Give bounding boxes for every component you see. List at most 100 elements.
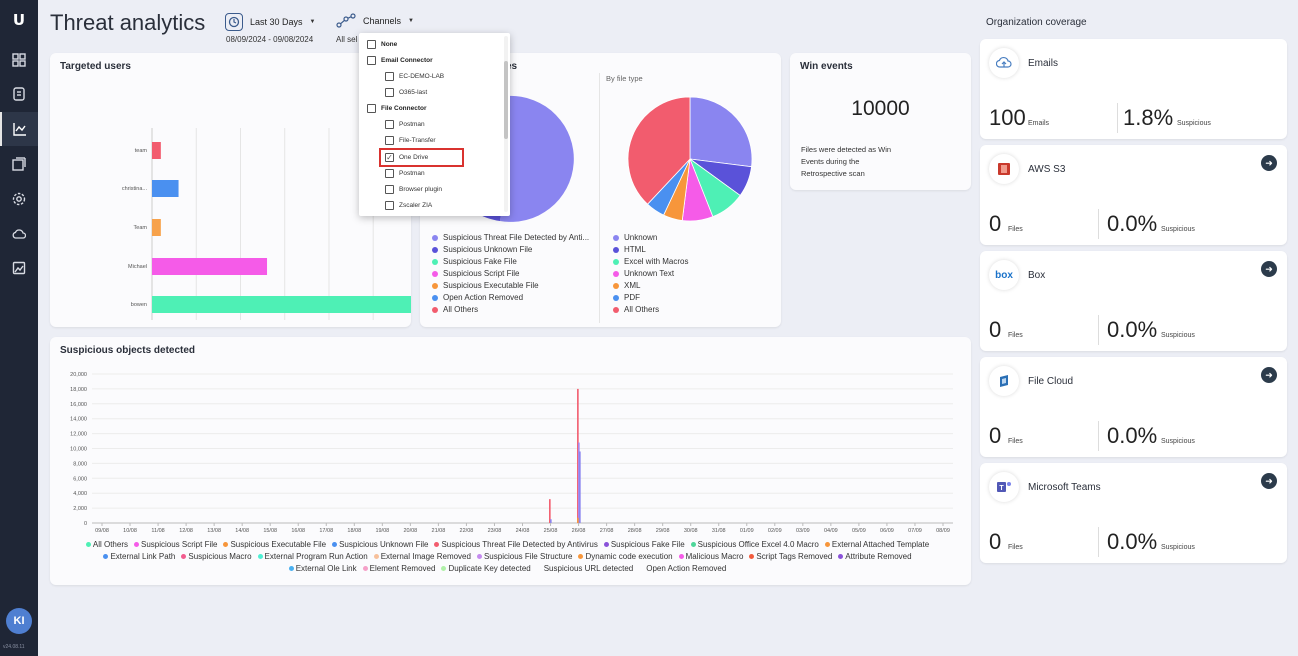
coverage-card[interactable]: T Microsoft Teams ➜ 0 Files 0.0% Suspicious [980, 463, 1287, 563]
app-logo[interactable]: U [12, 11, 26, 29]
checkbox-icon[interactable] [385, 120, 394, 129]
avatar[interactable]: KI [6, 608, 32, 634]
arrow-right-icon[interactable]: ➜ [1261, 473, 1277, 489]
channel-option[interactable]: File Connector [367, 104, 427, 113]
bar[interactable] [152, 142, 161, 159]
checkbox-icon[interactable] [367, 104, 376, 113]
legend-dot [613, 270, 619, 277]
cloud-icon[interactable] [0, 217, 38, 251]
legend-item[interactable]: Suspicious Threat File Detected by Antiv… [434, 540, 598, 549]
legend-label: External Attached Template [831, 540, 930, 549]
checkbox-checked-icon[interactable]: ✓ [385, 153, 394, 162]
spike-bar[interactable] [578, 442, 580, 523]
legend-item[interactable]: External Program Run Action [257, 552, 368, 561]
legend-item[interactable]: XML [613, 281, 640, 290]
legend-item[interactable]: External Link Path [103, 552, 175, 561]
x-tick-label: 16/08 [291, 528, 305, 534]
channel-option[interactable]: Email Connector [367, 56, 433, 65]
legend-item[interactable]: All Others [85, 540, 128, 549]
legend-item[interactable]: Open Action Removed [432, 293, 523, 302]
legend-item[interactable]: Suspicious Fake File [432, 257, 517, 266]
legend-item[interactable]: Duplicate Key detected [441, 564, 531, 573]
legend-item[interactable]: External Image Removed [373, 552, 471, 561]
spike-bar[interactable] [579, 451, 581, 523]
legend-item[interactable]: Dynamic code execution [578, 552, 673, 561]
channel-option[interactable]: None [367, 40, 397, 49]
legend-item[interactable]: Suspicious Script File [133, 540, 217, 549]
legend-item[interactable]: HTML [613, 245, 646, 254]
legend-item[interactable]: Suspicious Executable File [223, 540, 326, 549]
legend-item[interactable]: Unknown Text [613, 269, 674, 278]
channel-option[interactable]: Postman [385, 120, 425, 129]
coverage-card[interactable]: AWS S3 ➜ 0 Files 0.0% Suspicious [980, 145, 1287, 245]
legend-item[interactable]: Suspicious Macro [181, 552, 252, 561]
checkbox-icon[interactable] [385, 88, 394, 97]
settings-icon[interactable] [0, 182, 38, 216]
legend-label: Suspicious Fake File [443, 257, 517, 266]
channels-dropdown[interactable]: None Email Connector EC-DEMO-LAB O365-last F… [359, 33, 510, 216]
channels-filter[interactable]: Channels ▼ [336, 13, 414, 29]
legend-item[interactable]: Malicious Macro [678, 552, 743, 561]
coverage-card[interactable]: File Cloud ➜ 0 Files 0.0% Suspicious [980, 357, 1287, 457]
checkbox-icon[interactable] [367, 40, 376, 49]
legend-item[interactable]: Open Action Removed [639, 564, 726, 573]
legend-item[interactable]: External Ole Link [288, 564, 357, 573]
legend-dot [838, 554, 844, 560]
dashboard-icon[interactable] [0, 43, 38, 77]
channel-option[interactable]: File-Transfer [385, 136, 436, 145]
legend-item[interactable]: All Others [613, 305, 659, 314]
legend-item[interactable]: Suspicious Office Excel 4.0 Macro [690, 540, 819, 549]
bar[interactable] [152, 219, 161, 236]
spike-bar[interactable] [550, 519, 552, 523]
coverage-card[interactable]: Emails 100 Emails 1.8% Suspicious [980, 39, 1287, 139]
legend-item[interactable]: Suspicious File Structure [476, 552, 572, 561]
image-icon[interactable] [0, 251, 38, 285]
scrollbar-thumb[interactable] [504, 61, 508, 139]
legend-item[interactable]: Script Tags Removed [749, 552, 832, 561]
legend-item[interactable]: External Attached Template [824, 540, 930, 549]
document-icon[interactable] [0, 77, 38, 111]
legend-item[interactable]: Suspicious URL detected [537, 564, 634, 573]
legend-item[interactable]: Attribute Removed [838, 552, 912, 561]
arrow-right-icon[interactable]: ➜ [1261, 261, 1277, 277]
bar[interactable] [152, 180, 179, 197]
legend-item[interactable]: Suspicious Threat File Detected by Anti.… [432, 233, 589, 242]
checkbox-icon[interactable] [385, 201, 394, 210]
checkbox-icon[interactable] [385, 72, 394, 81]
legend-item[interactable]: Suspicious Script File [432, 269, 519, 278]
channel-option[interactable]: Zscaler ZIA [385, 201, 432, 210]
analytics-icon[interactable] [0, 112, 38, 146]
legend-item[interactable]: Element Removed [362, 564, 435, 573]
arrow-right-icon[interactable]: ➜ [1261, 155, 1277, 171]
pie-slice[interactable] [500, 95, 574, 222]
checkbox-icon[interactable] [367, 56, 376, 65]
legend-item[interactable]: Suspicious Fake File [603, 540, 685, 549]
channel-option[interactable]: Browser plugin [385, 185, 442, 194]
bar[interactable] [152, 296, 411, 313]
coverage-card[interactable]: box Box ➜ 0 Files 0.0% Suspicious [980, 251, 1287, 351]
reports-icon[interactable] [0, 147, 38, 181]
checkbox-icon[interactable] [385, 169, 394, 178]
legend-item[interactable]: PDF [613, 293, 640, 302]
date-filter[interactable]: Last 30 Days ▼ [225, 13, 315, 31]
channel-option[interactable]: EC-DEMO-LAB [385, 72, 444, 81]
legend-item[interactable]: Unknown [613, 233, 657, 242]
legend-item[interactable]: Suspicious Unknown File [332, 540, 428, 549]
arrow-right-icon[interactable]: ➜ [1261, 367, 1277, 383]
legend-label: External Program Run Action [264, 552, 368, 561]
spike-bar[interactable] [577, 517, 579, 523]
spike-bar[interactable] [577, 388, 579, 523]
legend-item[interactable]: Suspicious Executable File [432, 281, 539, 290]
legend-item[interactable]: Excel with Macros [613, 257, 688, 266]
legend-item[interactable]: Suspicious Unknown File [432, 245, 532, 254]
pie-slice[interactable] [627, 96, 691, 205]
channel-option[interactable]: Postman [385, 169, 425, 178]
channel-option[interactable]: ✓ One Drive [385, 153, 428, 162]
pie-slice[interactable] [689, 96, 753, 168]
legend-item[interactable]: All Others [432, 305, 478, 314]
channel-option[interactable]: O365-last [385, 88, 427, 97]
checkbox-icon[interactable] [385, 136, 394, 145]
checkbox-icon[interactable] [385, 185, 394, 194]
bar[interactable] [152, 258, 268, 275]
spike-bar[interactable] [549, 499, 551, 523]
